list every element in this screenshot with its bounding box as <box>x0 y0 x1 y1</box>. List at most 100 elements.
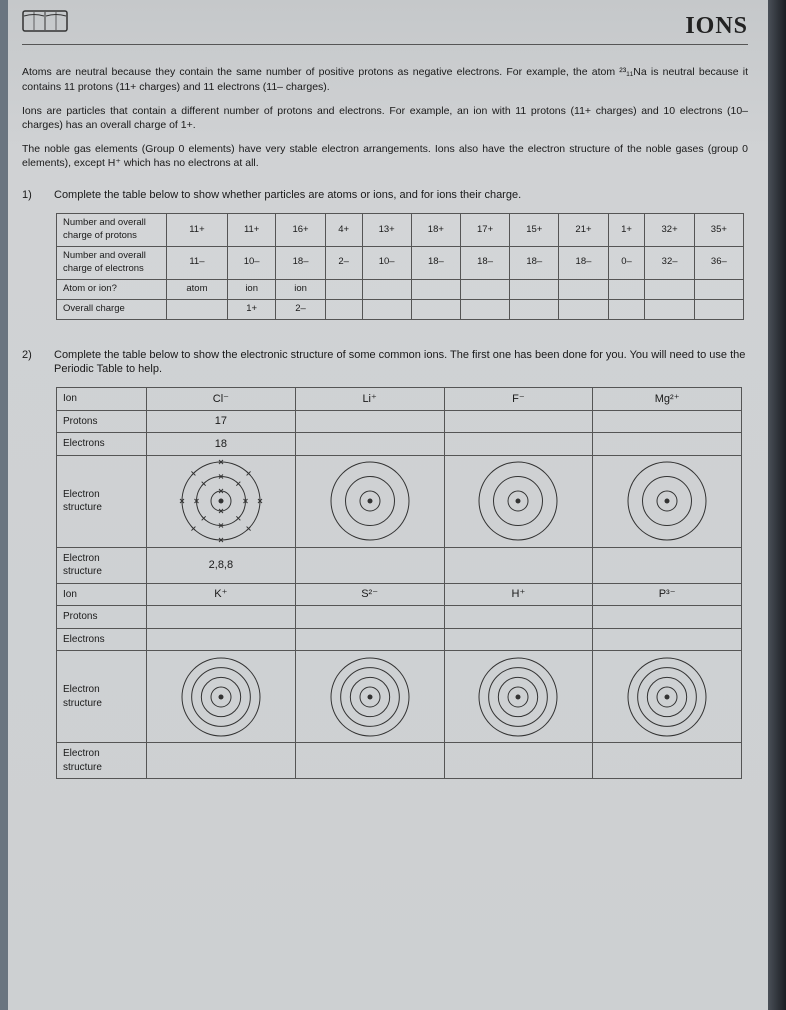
q2-text: Complete the table below to show the ele… <box>54 348 748 378</box>
row-label: Electron structure <box>57 455 147 547</box>
cell[interactable]: 2,8,8 <box>147 547 296 583</box>
cell: 16+ <box>276 214 325 247</box>
cell[interactable]: 1+ <box>227 299 276 319</box>
cell[interactable] <box>411 299 460 319</box>
cell[interactable] <box>593 628 742 651</box>
shell-diagram[interactable] <box>593 455 742 547</box>
cell[interactable] <box>362 279 411 299</box>
cell[interactable] <box>295 433 444 456</box>
cell[interactable] <box>645 279 694 299</box>
shell-diagram[interactable] <box>295 455 444 547</box>
intro-para-3: The noble gas elements (Group 0 elements… <box>22 142 748 170</box>
cell[interactable] <box>694 279 743 299</box>
cell[interactable] <box>510 299 559 319</box>
row-label: Electrons <box>57 628 147 651</box>
cell[interactable] <box>147 743 296 779</box>
cell: 15+ <box>510 214 559 247</box>
row-label: Number and overall charge of electrons <box>57 246 167 279</box>
intro-para-1: Atoms are neutral because they contain t… <box>22 65 748 93</box>
cell[interactable] <box>559 279 608 299</box>
table-1: Number and overall charge of protons 11+… <box>56 213 744 319</box>
row-label: Electron structure <box>57 547 147 583</box>
cell[interactable] <box>295 606 444 629</box>
cell: 18– <box>510 246 559 279</box>
cell[interactable] <box>362 299 411 319</box>
ion-cell: S²⁻ <box>295 583 444 606</box>
ion-cell: H⁺ <box>444 583 593 606</box>
cell[interactable] <box>167 299 228 319</box>
question-1: 1) Complete the table below to show whet… <box>22 188 748 203</box>
shell-diagram[interactable] <box>147 455 296 547</box>
cell[interactable] <box>444 628 593 651</box>
cell[interactable]: ion <box>276 279 325 299</box>
cell[interactable] <box>645 299 694 319</box>
cell[interactable] <box>593 433 742 456</box>
cell[interactable] <box>444 606 593 629</box>
table-row: Electron structure 2,8,8 <box>57 547 742 583</box>
cell[interactable] <box>147 628 296 651</box>
cell: 17+ <box>460 214 509 247</box>
cell[interactable] <box>593 547 742 583</box>
ion-cell: P³⁻ <box>593 583 742 606</box>
cell[interactable] <box>593 743 742 779</box>
row-label: Atom or ion? <box>57 279 167 299</box>
ion-cell: Mg²⁺ <box>593 388 742 411</box>
page-edge-shadow <box>768 0 786 1010</box>
cell[interactable] <box>325 279 362 299</box>
cell[interactable] <box>295 547 444 583</box>
shell-diagram[interactable] <box>444 455 593 547</box>
cell[interactable] <box>444 433 593 456</box>
cell: 18– <box>276 246 325 279</box>
row-label: Electron structure <box>57 651 147 743</box>
header: IONS <box>22 10 748 45</box>
table-row: Number and overall charge of electrons 1… <box>57 246 744 279</box>
cell[interactable] <box>444 547 593 583</box>
table-row: Electron structure <box>57 743 742 779</box>
ion-cell: F⁻ <box>444 388 593 411</box>
table-row: Atom or ion? atom ion ion <box>57 279 744 299</box>
table-row: Electron structure <box>57 455 742 547</box>
cell[interactable]: 17 <box>147 410 296 433</box>
cell[interactable] <box>608 299 645 319</box>
table-row: Protons <box>57 606 742 629</box>
row-label: Ion <box>57 583 147 606</box>
cell: 4+ <box>325 214 362 247</box>
table-row: Number and overall charge of protons 11+… <box>57 214 744 247</box>
cell: 11+ <box>167 214 228 247</box>
shell-diagram[interactable] <box>593 651 742 743</box>
cell[interactable] <box>147 606 296 629</box>
ion-cell: Li⁺ <box>295 388 444 411</box>
cell[interactable] <box>295 410 444 433</box>
cell[interactable] <box>593 410 742 433</box>
cell[interactable] <box>295 743 444 779</box>
cell: 10– <box>362 246 411 279</box>
shell-diagram[interactable] <box>295 651 444 743</box>
cell[interactable] <box>444 410 593 433</box>
cell[interactable] <box>559 299 608 319</box>
cell[interactable]: atom <box>167 279 228 299</box>
cell: 18– <box>460 246 509 279</box>
cell[interactable] <box>510 279 559 299</box>
cell[interactable] <box>460 279 509 299</box>
cell[interactable]: 2– <box>276 299 325 319</box>
worksheet-page: IONS Atoms are neutral because they cont… <box>8 0 768 1010</box>
cell: 11– <box>167 246 228 279</box>
cell: 0– <box>608 246 645 279</box>
cell: 18+ <box>411 214 460 247</box>
cell[interactable] <box>295 628 444 651</box>
cell[interactable] <box>444 743 593 779</box>
cell[interactable] <box>460 299 509 319</box>
cell[interactable] <box>608 279 645 299</box>
cell[interactable]: 18 <box>147 433 296 456</box>
cell[interactable]: ion <box>227 279 276 299</box>
cell[interactable] <box>325 299 362 319</box>
row-label: Overall charge <box>57 299 167 319</box>
shell-diagram[interactable] <box>147 651 296 743</box>
table-row: Electrons 18 <box>57 433 742 456</box>
cell[interactable] <box>694 299 743 319</box>
cell[interactable] <box>411 279 460 299</box>
cell: 1+ <box>608 214 645 247</box>
cell[interactable] <box>593 606 742 629</box>
shell-diagram[interactable] <box>444 651 593 743</box>
cell: 11+ <box>227 214 276 247</box>
